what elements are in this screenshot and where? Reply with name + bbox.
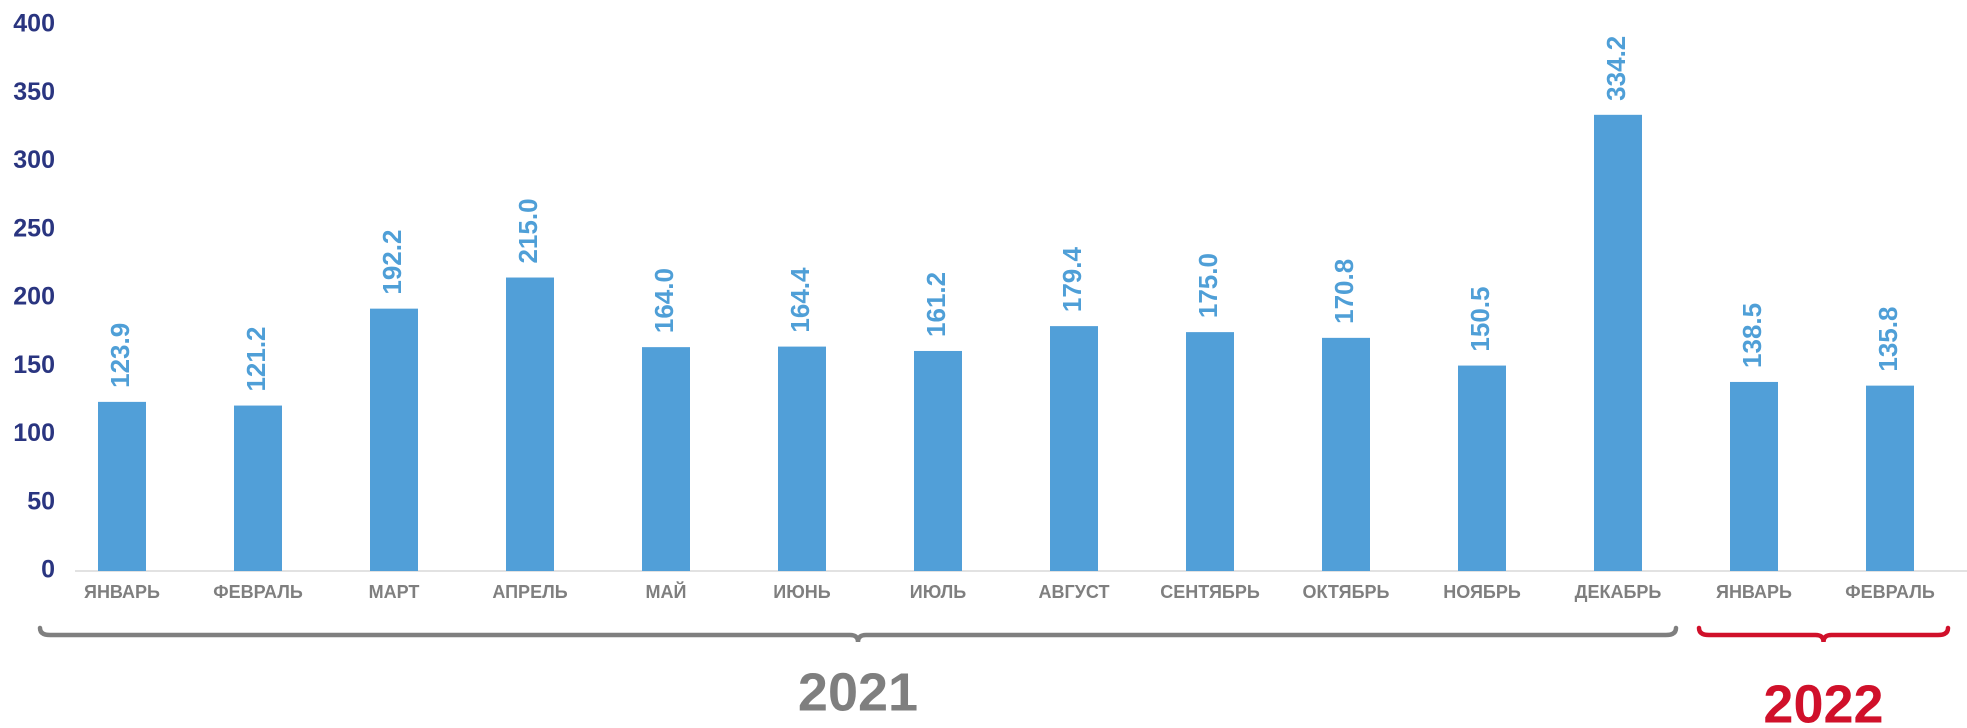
y-tick-label: 300	[13, 146, 55, 174]
value-label: 175.0	[1193, 253, 1223, 318]
bracket	[37, 625, 1679, 643]
bar	[98, 401, 146, 571]
bar	[1186, 332, 1234, 571]
x-tick-label: ФЕВРАЛЬ	[213, 582, 303, 602]
x-tick-label: ЯНВАРЬ	[84, 582, 160, 602]
x-tick-label: ДЕКАБРЬ	[1575, 582, 1662, 602]
value-label: 164.4	[785, 267, 815, 333]
value-label: 150.5	[1465, 286, 1495, 351]
bracket	[1696, 625, 1951, 643]
x-tick-label: АПРЕЛЬ	[492, 582, 567, 602]
bar	[1730, 381, 1778, 571]
x-tick-label: АВГУСТ	[1039, 582, 1110, 602]
value-label: 161.2	[921, 272, 951, 337]
group-label: 2021	[798, 662, 918, 722]
value-label: 123.9	[105, 323, 135, 388]
bar	[778, 346, 826, 571]
y-tick-label: 150	[13, 351, 55, 379]
bar	[234, 405, 282, 571]
bar	[506, 277, 554, 571]
x-tick-label: НОЯБРЬ	[1443, 582, 1521, 602]
value-label: 334.2	[1601, 36, 1631, 101]
value-label: 135.8	[1873, 307, 1903, 372]
x-tick-label: ОКТЯБРЬ	[1302, 582, 1389, 602]
y-tick-label: 200	[13, 283, 55, 311]
bar	[1050, 326, 1098, 571]
bar	[1458, 365, 1506, 571]
y-tick-label: 100	[13, 419, 55, 447]
x-tick-label: ЯНВАРЬ	[1716, 582, 1792, 602]
x-tick-label: МАРТ	[369, 582, 420, 602]
value-label: 138.5	[1737, 303, 1767, 368]
bar	[1322, 337, 1370, 571]
value-label: 121.2	[241, 326, 271, 391]
x-tick-label: МАЙ	[646, 581, 687, 602]
value-label: 164.0	[649, 268, 679, 333]
bar	[1866, 385, 1914, 571]
value-label: 170.8	[1329, 259, 1359, 324]
value-label: 215.0	[513, 198, 543, 263]
group-label: 2022	[1763, 674, 1883, 728]
x-tick-label: ИЮЛЬ	[910, 582, 966, 602]
bar	[642, 347, 690, 571]
x-tick-label: СЕНТЯБРЬ	[1160, 582, 1260, 602]
y-tick-label: 50	[27, 487, 55, 515]
bar	[1594, 114, 1642, 571]
y-tick-label: 350	[13, 78, 55, 106]
bar	[370, 308, 418, 571]
x-tick-label: ФЕВРАЛЬ	[1845, 582, 1935, 602]
x-tick-label: ИЮНЬ	[773, 582, 830, 602]
value-label: 192.2	[377, 230, 407, 295]
y-tick-label: 400	[13, 10, 55, 38]
bar	[914, 350, 962, 571]
value-label: 179.4	[1057, 247, 1087, 313]
y-tick-label: 250	[13, 214, 55, 242]
y-tick-label: 0	[41, 556, 55, 584]
